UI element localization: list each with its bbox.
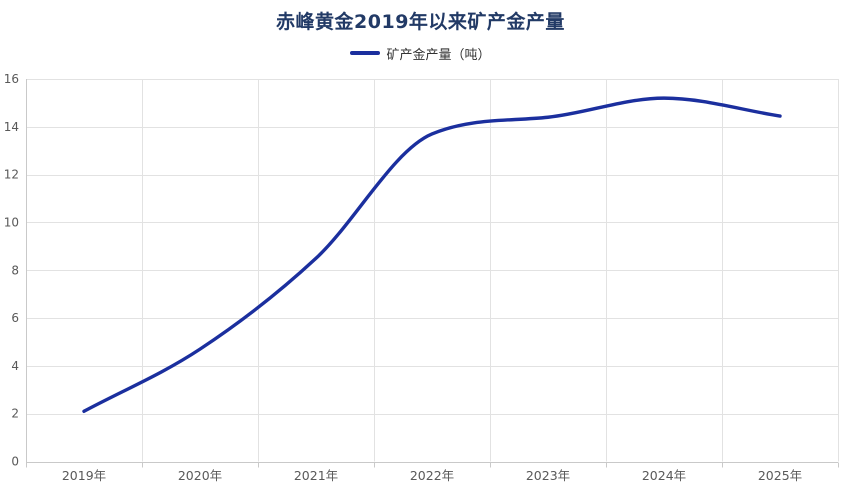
x-axis-label: 2021年: [294, 468, 338, 483]
y-axis-label: 0: [11, 455, 19, 469]
x-axis-label: 2022年: [410, 468, 454, 483]
x-axis-label: 2025年: [758, 468, 802, 483]
legend-line-icon: [350, 51, 381, 55]
legend-label: 矿产金产量（吨）: [386, 47, 491, 63]
y-axis-label: 2: [11, 407, 19, 421]
legend-item[interactable]: 矿产金产量（吨）: [0, 44, 841, 63]
x-axis-label: 2019年: [62, 468, 106, 483]
y-axis-label: 16: [4, 72, 19, 86]
series-line: [82, 96, 782, 413]
y-axis-label: 10: [4, 215, 19, 229]
x-axis-label: 2023年: [526, 468, 570, 483]
y-axis-label: 4: [11, 359, 19, 373]
y-axis-label: 12: [4, 168, 19, 182]
y-axis-label: 14: [4, 120, 19, 134]
chart-title: 赤峰黄金2019年以来矿产金产量: [276, 11, 565, 33]
y-axis-label: 8: [11, 263, 19, 277]
y-axis-label: 6: [11, 311, 19, 325]
x-axis-label: 2020年: [178, 468, 222, 483]
x-axis-label: 2024年: [642, 468, 686, 483]
